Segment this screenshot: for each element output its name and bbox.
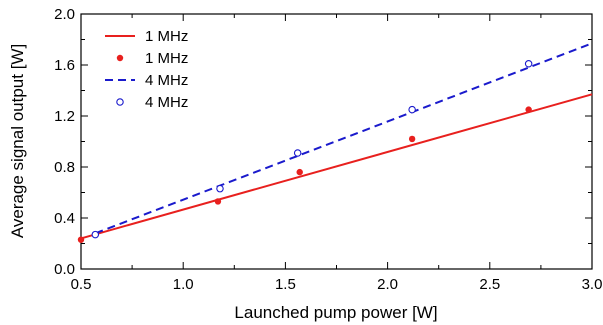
data-point [77, 236, 85, 243]
x-tick-label: 2.0 [377, 276, 398, 293]
series-3 [94, 42, 593, 235]
axis-tick-labels: 0.5 1.0 1.5 2.0 2.5 3.0 0.0 0.4 0.8 1.2 1.6 2.0 [54, 6, 602, 293]
data-point [408, 105, 416, 114]
data-point [524, 59, 533, 68]
x-tick-label: 1.5 [275, 276, 296, 293]
y-tick-label: 0.0 [54, 261, 75, 278]
legend-label: 1 MHz [145, 50, 188, 67]
x-tick-label: 1.0 [173, 276, 194, 293]
series-2 [77, 106, 532, 243]
y-tick-label: 0.8 [54, 159, 75, 176]
data-point [91, 230, 100, 239]
series-1 [80, 93, 593, 240]
legend: 1 MHz 1 MHz 4 MHz 4 MHz [105, 28, 188, 111]
legend-label: 4 MHz [145, 94, 188, 111]
y-tick-label: 1.2 [54, 108, 75, 125]
series-line [80, 93, 593, 240]
series-line [94, 42, 593, 235]
x-tick-label: 0.5 [71, 276, 92, 293]
data-point [293, 149, 302, 157]
y-tick-label: 1.6 [54, 57, 75, 74]
x-tick-label: 2.5 [479, 276, 500, 293]
series-4 [91, 59, 533, 239]
axis-ticks [80, 13, 593, 270]
series-layer [77, 42, 593, 243]
data-point [408, 135, 416, 143]
legend-item-2: 1 MHz [116, 50, 188, 67]
legend-item-3: 4 MHz [105, 72, 188, 89]
data-point [216, 184, 224, 193]
y-axis-title: Average signal output [W] [8, 44, 27, 238]
x-axis-title: Launched pump power [W] [234, 303, 437, 322]
data-point [296, 168, 303, 176]
y-tick-label: 0.4 [54, 210, 75, 227]
data-point [525, 106, 532, 113]
legend-marker-swatch [116, 98, 124, 106]
legend-label: 4 MHz [145, 72, 188, 89]
legend-marker-swatch [116, 54, 124, 62]
data-point [214, 198, 222, 205]
legend-item-1: 1 MHz [105, 28, 188, 45]
legend-item-4: 4 MHz [116, 94, 188, 111]
x-tick-label: 3.0 [582, 276, 603, 293]
y-tick-label: 2.0 [54, 6, 75, 23]
legend-label: 1 MHz [145, 28, 188, 45]
